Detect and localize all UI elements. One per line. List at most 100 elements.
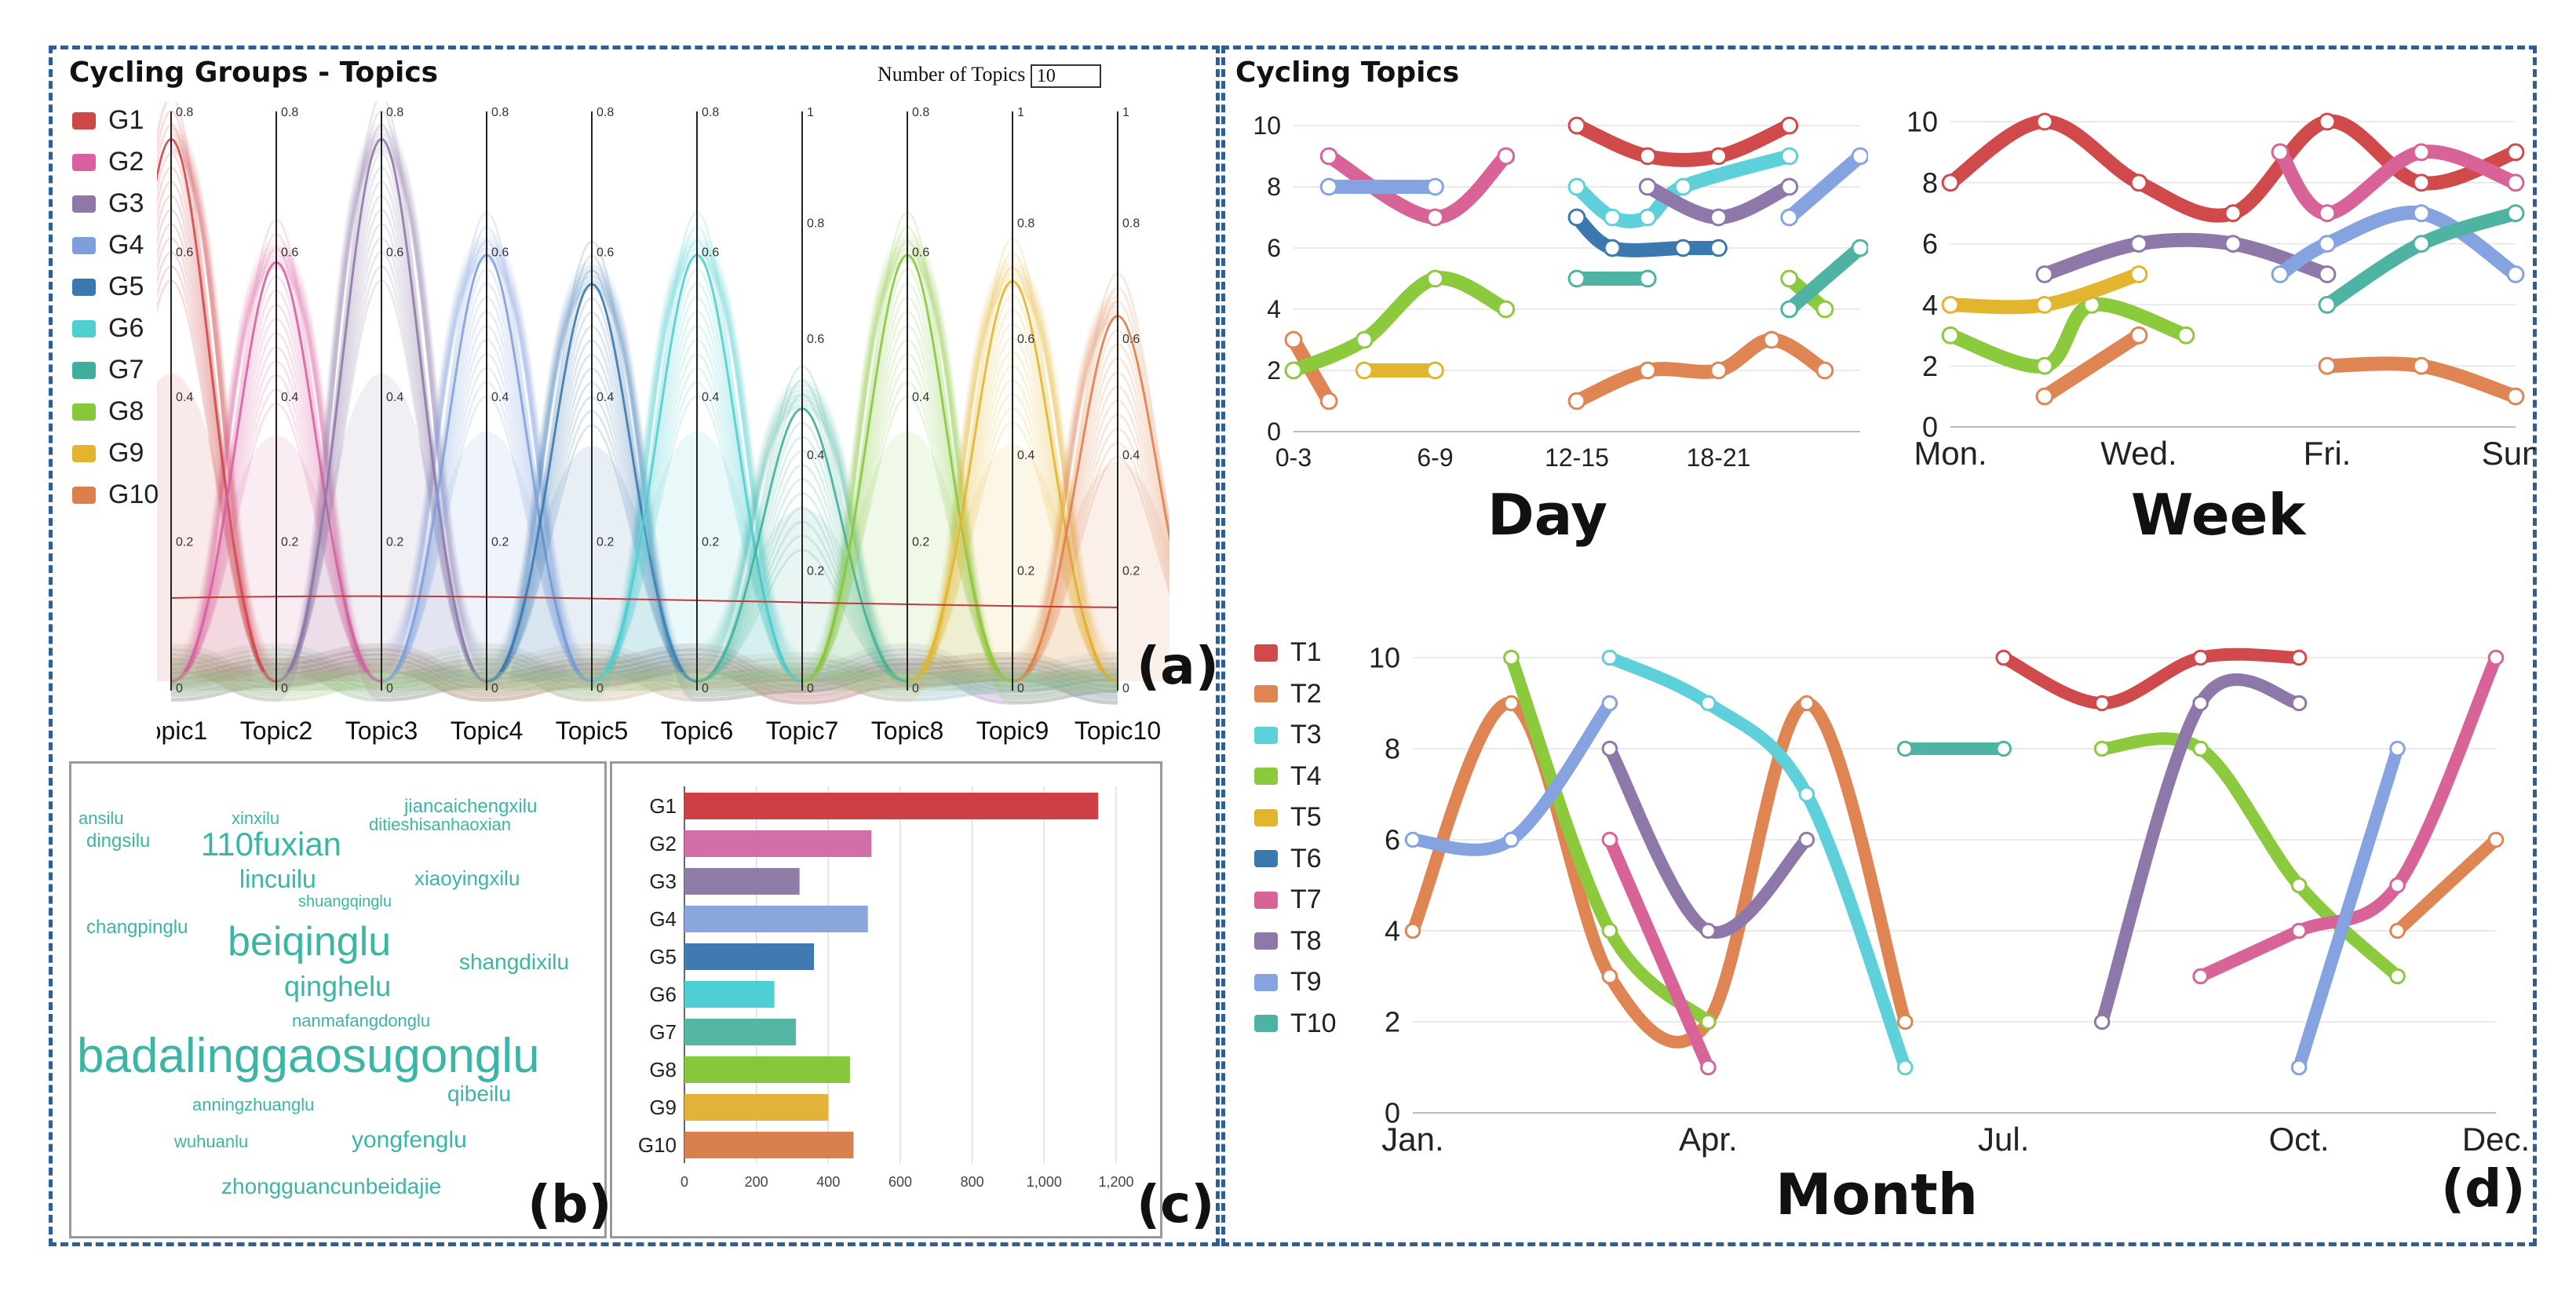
axis-topic4: 0.8 0 0.6 0.4 0.2 Topic4 xyxy=(451,106,524,745)
word-qibeilu: qibeilu xyxy=(447,1081,511,1106)
legend-item-t7[interactable]: T7 xyxy=(1254,884,1322,915)
legend-item-g6[interactable]: G6 xyxy=(72,313,144,344)
legend-item-t10[interactable]: T10 xyxy=(1254,1008,1337,1039)
axis-tick-label: 0.6 xyxy=(1017,333,1034,346)
series-point-t2 xyxy=(1798,695,1815,712)
bar-label-g5: G5 xyxy=(649,945,677,968)
panel-d-title: Cycling Topics xyxy=(1235,57,1460,89)
axis-tick-label: 0.4 xyxy=(1017,449,1034,462)
series-line-t3 xyxy=(1603,651,1912,1074)
series-point-t2 xyxy=(1319,392,1338,410)
word-nanmafangdonglu: nanmafangdonglu xyxy=(292,1011,431,1030)
x-tick-label: 0-3 xyxy=(1275,443,1312,472)
axis-name-label: Topic10 xyxy=(1075,717,1161,745)
legend-item-g7[interactable]: G7 xyxy=(72,355,144,385)
y-tick-label: 4 xyxy=(1385,915,1400,947)
series-point-t2 xyxy=(2035,387,2054,406)
legend-item-g8[interactable]: G8 xyxy=(72,396,144,427)
series-point-t2 xyxy=(1503,695,1520,712)
word-ansilu: ansilu xyxy=(78,808,124,828)
series-point-t8 xyxy=(1700,922,1717,939)
axis-max-label: 0.8 xyxy=(176,106,193,119)
legend-label: G5 xyxy=(108,272,144,301)
legend-swatch xyxy=(1254,850,1278,867)
legend-item-t4[interactable]: T4 xyxy=(1254,761,1322,792)
group-line-g5 xyxy=(170,286,1118,705)
y-tick-label: 10 xyxy=(1253,111,1281,140)
series-point-t10 xyxy=(2506,204,2525,223)
legend-item-g5[interactable]: G5 xyxy=(72,272,144,302)
series-point-t8 xyxy=(1638,177,1657,196)
week-axis-title: Week xyxy=(2131,482,2306,548)
legend-item-t8[interactable]: T8 xyxy=(1254,926,1322,957)
x-tick-label: Apr. xyxy=(1679,1121,1738,1158)
word-110fuxian: 110fuxian xyxy=(201,826,342,863)
legend-item-g4[interactable]: G4 xyxy=(72,230,144,261)
legend-item-g10[interactable]: G10 xyxy=(72,480,159,510)
axis-tick-label: 0.2 xyxy=(176,536,193,549)
x-tick-label: Jan. xyxy=(1381,1121,1443,1158)
group-line-g8 xyxy=(170,238,1118,687)
legend-item-g9[interactable]: G9 xyxy=(72,438,144,469)
legend-item-t9[interactable]: T9 xyxy=(1254,967,1322,997)
series-point-t8 xyxy=(2035,265,2054,283)
series-point-t6 xyxy=(1567,208,1586,227)
series-point-t5 xyxy=(1426,361,1444,380)
series-point-t2 xyxy=(1815,361,1834,380)
legend-swatch xyxy=(1254,685,1278,702)
series-point-t2 xyxy=(1762,330,1781,349)
legend-label: T5 xyxy=(1290,802,1322,832)
group-line-g8 xyxy=(170,232,1118,684)
series-point-t2 xyxy=(1896,1013,1914,1030)
y-tick-label: 0 xyxy=(1267,418,1281,446)
legend-item-t5[interactable]: T5 xyxy=(1254,802,1322,833)
legend-item-t2[interactable]: T2 xyxy=(1254,679,1322,709)
series-point-t9 xyxy=(1851,147,1868,166)
number-of-topics-input[interactable]: 10 xyxy=(1030,64,1101,89)
panel-b-label: (b) xyxy=(527,1174,612,1235)
series-point-t8 xyxy=(2129,235,2148,253)
panel-right-frame xyxy=(1221,46,2537,1246)
legend-swatch xyxy=(72,319,96,337)
series-point-t1 xyxy=(2035,112,2054,131)
axis-tick-label: 0.4 xyxy=(912,391,929,404)
y-tick-label: 8 xyxy=(1385,733,1400,765)
word-xiaoyingxilu: xiaoyingxilu xyxy=(414,866,520,890)
axis-tick-label: 0.2 xyxy=(912,536,929,549)
series-point-t4 xyxy=(1355,330,1374,349)
series-point-t3 xyxy=(1603,208,1622,227)
axis-tick-label: 0.6 xyxy=(807,333,824,346)
axis-tick-label: 0.8 xyxy=(807,217,824,231)
axis-tick-label: 0.6 xyxy=(912,246,929,260)
legend-item-t1[interactable]: T1 xyxy=(1254,637,1322,668)
axis-zero-label: 0 xyxy=(807,682,814,695)
hump-fill xyxy=(1035,461,1169,681)
axis-topic7: 1 0 0.8 0.6 0.4 0.2 Topic7 xyxy=(766,106,839,745)
group-line-g6 xyxy=(170,238,1118,685)
series-point-t8 xyxy=(1601,740,1618,757)
series-point-t1 xyxy=(2192,649,2209,666)
legend-label: G7 xyxy=(108,355,144,385)
legend-item-t6[interactable]: T6 xyxy=(1254,844,1322,874)
hump-curve xyxy=(276,102,487,683)
legend-item-g2[interactable]: G2 xyxy=(72,147,144,177)
legend-item-g1[interactable]: G1 xyxy=(72,105,144,136)
group-line-g8 xyxy=(170,253,1118,701)
group-line-g5 xyxy=(170,260,1118,684)
legend-item-g3[interactable]: G3 xyxy=(72,188,144,219)
legend-item-t3[interactable]: T3 xyxy=(1254,720,1322,750)
axis-topic9: 1 0 0.8 0.6 0.4 0.2 Topic9 xyxy=(976,106,1049,745)
axis-zero-label: 0 xyxy=(386,682,393,695)
series-point-t7 xyxy=(1601,831,1618,848)
series-point-t2 xyxy=(2318,356,2337,375)
bar-label-g7: G7 xyxy=(649,1020,677,1044)
axis-tick-label: 0.2 xyxy=(281,536,298,549)
series-point-t8 xyxy=(2224,235,2242,253)
y-tick-label: 0 xyxy=(1922,411,1938,443)
series-point-t2 xyxy=(2506,387,2525,406)
axis-max-label: 1 xyxy=(807,106,814,119)
series-point-t10 xyxy=(1780,300,1799,319)
y-tick-label: 6 xyxy=(1922,228,1938,260)
x-tick-label: 6-9 xyxy=(1417,443,1453,472)
bar-g8 xyxy=(684,1056,850,1083)
